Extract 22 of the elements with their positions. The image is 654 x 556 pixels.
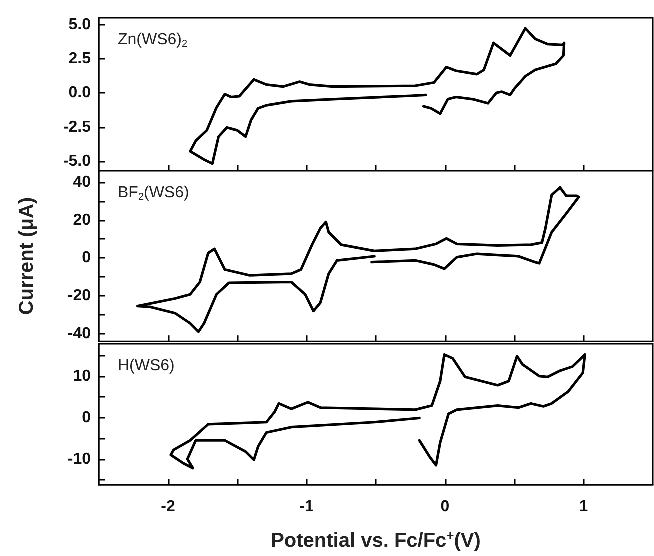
y-tick-label: 20 (73, 212, 92, 229)
y-tick-label: -5.0 (63, 152, 92, 170)
y-tick-label: -40 (68, 326, 92, 342)
x-tick-label: -1 (300, 498, 314, 516)
text: H(WS6) (118, 358, 175, 374)
x-axis-title: Potential vs. Fc/Fc+(V) (271, 528, 481, 552)
x-tick-label: -2 (161, 498, 176, 516)
y-tick-label: 5.0 (68, 16, 92, 34)
y-tick-label: 0 (82, 250, 92, 267)
y-tick-label: -2.5 (63, 118, 92, 136)
y-axis-title: Current (μA) (16, 197, 38, 316)
y-tick-label: 0.0 (68, 84, 92, 102)
y-tick-label: 2.5 (68, 50, 92, 68)
line-series (189, 27, 566, 166)
x-tick-label: 1 (579, 498, 588, 516)
x-tick-label: 0 (440, 498, 450, 516)
y-tick-label: -20 (68, 288, 92, 305)
y-tick-label: 0 (82, 409, 92, 426)
y-tick-label: 40 (73, 174, 92, 191)
y-tick-label: 10 (73, 368, 92, 385)
y-tick-label: -10 (68, 450, 92, 468)
line-series (136, 186, 580, 334)
